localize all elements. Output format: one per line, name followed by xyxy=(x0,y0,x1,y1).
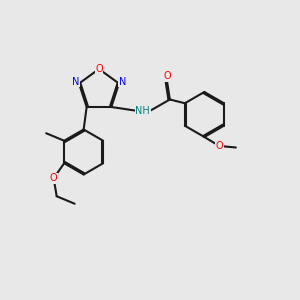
Text: O: O xyxy=(163,71,171,81)
Text: N: N xyxy=(72,77,79,87)
Text: O: O xyxy=(215,141,223,151)
Text: O: O xyxy=(95,64,103,74)
Text: NH: NH xyxy=(136,106,150,116)
Text: N: N xyxy=(119,77,126,87)
Text: O: O xyxy=(50,173,58,183)
